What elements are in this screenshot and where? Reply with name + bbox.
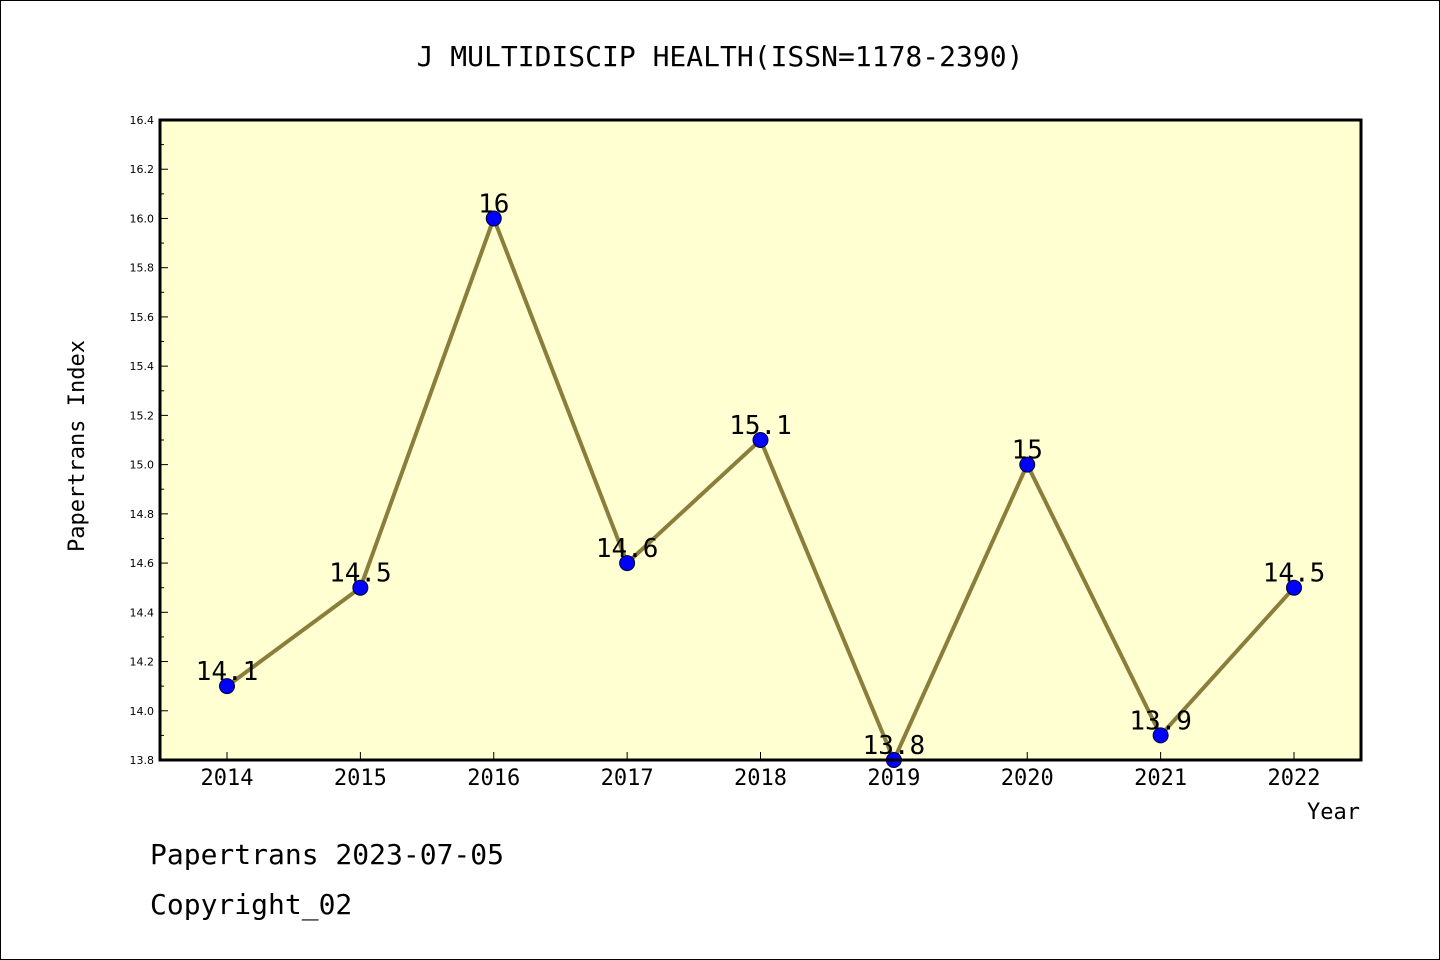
x-tick-label: 2022 bbox=[1268, 766, 1321, 791]
y-tick-label: 16.2 bbox=[130, 163, 155, 176]
y-axis-label: Papertrans Index bbox=[65, 340, 90, 552]
data-label: 14.1 bbox=[196, 657, 259, 687]
data-label: 15 bbox=[1012, 436, 1043, 466]
data-point bbox=[752, 432, 769, 448]
y-tick-label: 15.8 bbox=[130, 262, 155, 275]
data-label: 14.5 bbox=[1263, 559, 1326, 589]
data-label: 13.9 bbox=[1129, 706, 1192, 736]
y-tick-label: 14.8 bbox=[130, 508, 155, 521]
y-tick-label: 14.2 bbox=[130, 656, 155, 669]
footer-copyright: Copyright_02 bbox=[150, 888, 352, 922]
data-markers bbox=[219, 210, 1302, 768]
data-label: 14.5 bbox=[329, 559, 392, 589]
x-tick-label: 2018 bbox=[734, 766, 787, 791]
y-tick-label: 15.6 bbox=[130, 311, 155, 324]
y-tick-label: 16.0 bbox=[130, 212, 155, 225]
data-label: 16 bbox=[478, 189, 509, 219]
data-point bbox=[485, 210, 502, 227]
x-tick-label: 2016 bbox=[467, 766, 520, 791]
y-tick-label: 16.4 bbox=[130, 114, 155, 127]
x-tick-label: 2021 bbox=[1134, 766, 1187, 791]
data-point bbox=[1286, 579, 1302, 596]
y-tick-label: 14.6 bbox=[130, 557, 155, 570]
data-label: 14.6 bbox=[596, 534, 659, 564]
data-point bbox=[219, 678, 235, 695]
y-tick-label: 15.2 bbox=[130, 409, 155, 422]
x-axis-label: Year bbox=[1307, 800, 1360, 825]
x-tick-label: 2019 bbox=[867, 766, 920, 791]
x-tick-label: 2020 bbox=[1001, 766, 1054, 791]
y-tick-label: 13.8 bbox=[130, 754, 155, 767]
data-point bbox=[1152, 727, 1169, 744]
x-tick-label: 2015 bbox=[334, 766, 387, 791]
y-axis-ticks: 13.8 14.0 14.2 14.4 14.6 14.8 15.0 15.2 15.4 15.6… bbox=[130, 114, 168, 767]
y-tick-label: 14.0 bbox=[130, 705, 155, 718]
data-point bbox=[352, 579, 369, 596]
x-tick-label: 2014 bbox=[201, 766, 254, 791]
chart-title: J MULTIDISCIP HEALTH(ISSN=1178-2390) bbox=[417, 40, 1024, 73]
data-label: 13.8 bbox=[863, 731, 926, 761]
y-tick-label: 14.4 bbox=[130, 606, 155, 619]
footer-date: Papertrans 2023-07-05 bbox=[150, 838, 504, 871]
data-point bbox=[1019, 456, 1036, 473]
data-point bbox=[619, 555, 636, 572]
data-label: 15.1 bbox=[729, 411, 792, 441]
x-axis-ticks: 2014 2015 2016 2017 2018 2019 2020 2021 2022 bbox=[201, 752, 1321, 791]
data-labels: 14.1 14.5 16 14.6 15.1 13.8 15 13.9 14.5 bbox=[196, 189, 1326, 761]
y-tick-label: 15.4 bbox=[130, 360, 155, 373]
y-tick-label: 15.0 bbox=[130, 459, 155, 472]
plot-border bbox=[158, 118, 1363, 762]
x-tick-label: 2017 bbox=[601, 766, 654, 791]
